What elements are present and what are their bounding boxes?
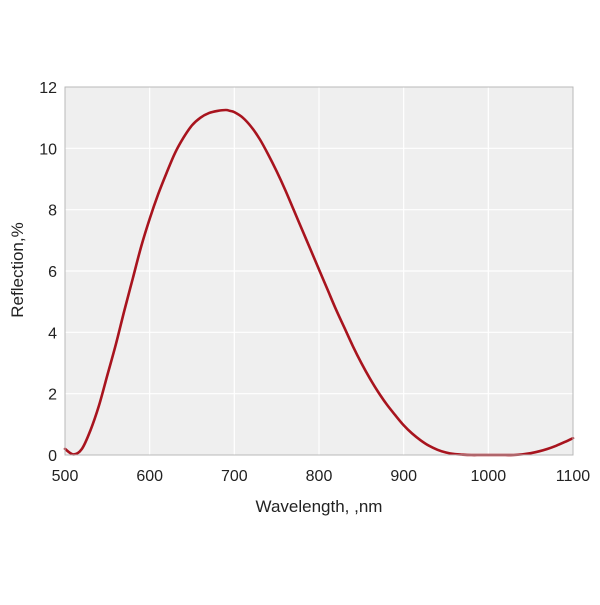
x-tick-label: 600	[136, 468, 163, 485]
x-tick-label: 500	[52, 468, 79, 485]
plot-frame	[64, 86, 574, 456]
x-tick-label: 800	[306, 468, 333, 485]
x-tick-label: 900	[390, 468, 417, 485]
y-tick-label: 2	[48, 387, 57, 404]
x-tick-label: 700	[221, 468, 248, 485]
x-tick-label: 1000	[471, 468, 507, 485]
y-tick-label: 12	[39, 80, 57, 97]
y-tick-label: 0	[48, 448, 57, 465]
y-tick-label: 6	[48, 264, 57, 281]
y-axis-label: Reflection,%	[8, 222, 27, 317]
y-tick-label: 8	[48, 203, 57, 220]
y-tick-label: 4	[48, 325, 57, 342]
x-tick-label: 1100	[556, 468, 591, 485]
x-axis-label: Wavelength, ,nm	[256, 497, 383, 516]
y-tick-label: 10	[39, 141, 57, 158]
